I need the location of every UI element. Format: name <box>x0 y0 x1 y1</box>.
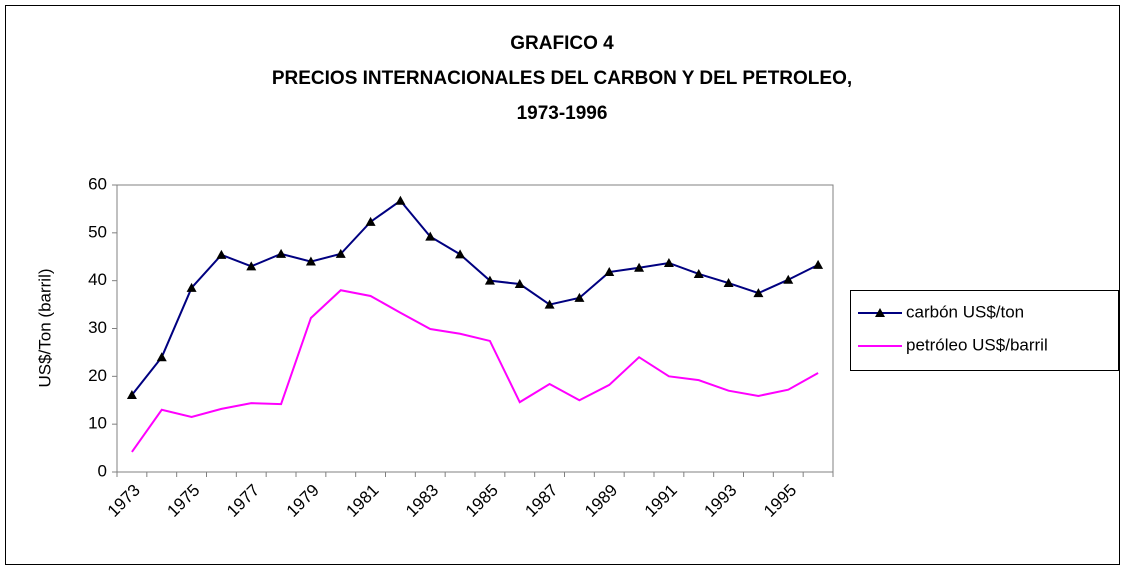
data-point <box>395 195 406 205</box>
y-tick-label: 40 <box>88 270 107 289</box>
data-point <box>813 259 824 269</box>
y-tick-label: 10 <box>88 414 107 433</box>
data-point <box>126 389 137 399</box>
data-point <box>156 352 167 362</box>
series-line <box>131 199 819 396</box>
data-point <box>783 274 794 284</box>
data-point <box>604 267 615 277</box>
data-point <box>544 299 555 309</box>
series-line <box>131 289 819 453</box>
legend <box>850 290 1119 371</box>
data-point <box>484 275 495 285</box>
data-point <box>425 231 436 241</box>
data-point <box>693 268 704 278</box>
legend-label: petróleo US$/barril <box>906 335 1048 354</box>
data-point <box>574 292 585 302</box>
data-point <box>305 256 316 266</box>
data-point <box>634 262 645 272</box>
data-point <box>246 261 257 271</box>
chart-title: 1973-1996 <box>517 103 608 124</box>
data-point <box>663 257 674 267</box>
data-point <box>723 278 734 288</box>
chart-title: PRECIOS INTERNACIONALES DEL CARBON Y DEL… <box>272 68 852 89</box>
data-point <box>216 249 227 259</box>
legend-label: carbón US$/ton <box>906 302 1024 321</box>
data-point <box>365 216 376 226</box>
data-point <box>514 279 525 289</box>
chart-title: GRAFICO 4 <box>510 33 614 54</box>
data-point <box>753 288 764 298</box>
y-tick-label: 20 <box>88 366 107 385</box>
y-tick-label: 0 <box>98 461 107 480</box>
data-point <box>335 248 346 258</box>
y-tick-label: 50 <box>88 222 107 241</box>
y-tick-label: 60 <box>88 174 107 193</box>
y-tick-label: 30 <box>88 318 107 337</box>
y-axis-label: US$/Ton (barril) <box>35 268 54 387</box>
data-point <box>455 249 466 259</box>
legend-marker <box>875 308 885 317</box>
plot-area <box>116 184 834 473</box>
data-point <box>186 282 197 292</box>
data-point <box>276 248 287 258</box>
